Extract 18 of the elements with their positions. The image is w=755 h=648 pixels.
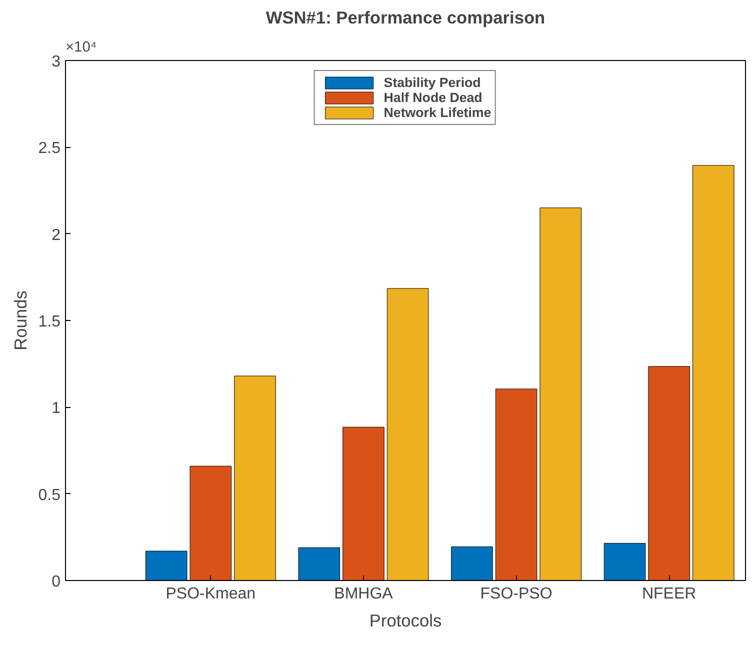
- x-tick-label: NFEER: [642, 586, 696, 602]
- chart-title: WSN#1: Performance comparison: [266, 8, 546, 28]
- y-tick-label: 1.5: [38, 314, 61, 330]
- y-tick-label: 3: [52, 54, 61, 70]
- y-tick-label: 0.5: [38, 486, 61, 504]
- y-tick-label: 2: [52, 226, 61, 244]
- y-tick-label: 2.5: [38, 140, 61, 158]
- legend-label: Network Lifetime: [384, 105, 492, 120]
- x-axis-title: Protocols: [369, 610, 442, 630]
- y-tick-label: 0: [52, 574, 61, 590]
- x-tick-label: BMHGA: [334, 586, 394, 602]
- x-tick-label: FSO-PSO: [480, 586, 552, 602]
- y-axis-title: Rounds: [10, 290, 30, 350]
- legend-label: Half Node Dead: [384, 90, 482, 105]
- x-tick-label: PSO-Kmean: [166, 586, 256, 602]
- y-tick-label: 1: [52, 400, 61, 418]
- text: ×10⁴: [66, 40, 97, 56]
- legend-label: Stability Period: [384, 75, 481, 90]
